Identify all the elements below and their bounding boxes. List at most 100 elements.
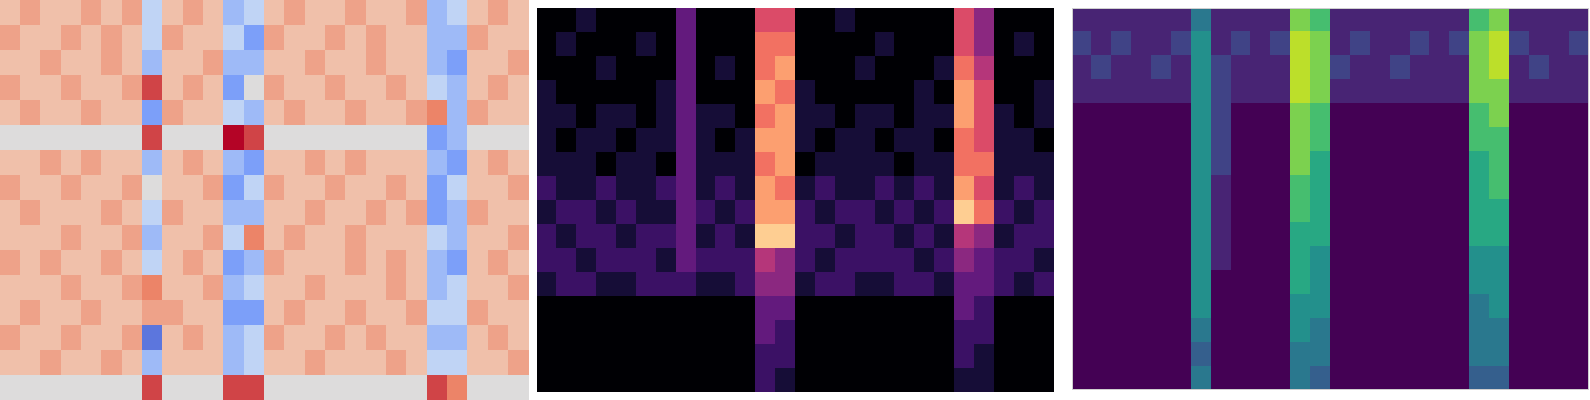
heat-cell xyxy=(1231,270,1250,294)
heat-cell xyxy=(427,325,447,350)
heat-cell xyxy=(755,320,775,344)
heat-cell xyxy=(596,224,616,248)
heat-cell xyxy=(556,128,576,152)
heat-cell xyxy=(855,272,875,296)
heat-cell xyxy=(616,56,636,80)
heat-cell xyxy=(183,125,203,150)
heat-cell xyxy=(894,344,914,368)
heat-cell xyxy=(636,344,656,368)
heat-cell xyxy=(576,344,596,368)
heat-cell xyxy=(122,350,142,375)
heat-cell xyxy=(656,32,676,56)
heat-cell xyxy=(223,0,244,25)
heat-cell xyxy=(345,150,366,175)
heat-cell xyxy=(162,125,183,150)
heat-cell xyxy=(305,225,325,250)
heat-cell xyxy=(1191,270,1211,294)
heat-cell xyxy=(366,375,386,400)
heat-cell xyxy=(954,128,974,152)
heat-cell xyxy=(162,325,183,350)
heat-cell xyxy=(81,225,101,250)
heat-cell xyxy=(676,104,696,128)
heat-cell xyxy=(1250,294,1270,318)
heat-cell xyxy=(325,175,345,200)
heat-cell xyxy=(1330,246,1350,270)
heat-cell xyxy=(696,128,715,152)
heat-cell xyxy=(406,50,427,75)
heat-cell xyxy=(1330,342,1350,366)
heat-cell xyxy=(1529,222,1549,246)
heat-cell xyxy=(183,375,203,400)
heat-cell xyxy=(1569,222,1589,246)
heat-cell xyxy=(576,224,596,248)
heat-cell xyxy=(656,128,676,152)
heat-cell xyxy=(636,224,656,248)
heat-cell xyxy=(1034,344,1054,368)
heat-cell xyxy=(914,152,934,176)
heat-cell xyxy=(0,225,20,250)
heat-cell xyxy=(1509,318,1529,342)
heat-cell xyxy=(40,75,61,100)
heat-cell xyxy=(142,175,162,200)
heat-cell xyxy=(556,152,576,176)
heat-cell xyxy=(1014,8,1034,32)
heat-cell xyxy=(815,152,835,176)
heat-cell xyxy=(755,152,775,176)
heat-cell xyxy=(1489,199,1509,222)
heat-cell xyxy=(1034,248,1054,272)
heat-cell xyxy=(1250,31,1270,55)
heat-cell xyxy=(1171,79,1191,103)
heat-cell xyxy=(775,176,795,200)
heat-cell xyxy=(1171,31,1191,55)
heat-cell xyxy=(244,0,264,25)
heat-cell xyxy=(537,368,556,392)
heat-cell xyxy=(1151,151,1171,175)
heat-cell xyxy=(656,176,676,200)
heat-cell xyxy=(1111,318,1131,342)
heat-cell xyxy=(1231,103,1250,127)
heat-cell xyxy=(142,0,162,25)
heat-cell xyxy=(1469,246,1489,270)
heat-cell xyxy=(284,350,305,375)
heat-cell xyxy=(223,375,244,400)
heat-cell xyxy=(855,80,875,104)
heat-cell xyxy=(636,128,656,152)
heat-cell xyxy=(427,250,447,275)
heat-cell xyxy=(325,275,345,300)
heat-cell xyxy=(40,25,61,50)
heat-cell xyxy=(775,152,795,176)
heat-cell xyxy=(1171,55,1191,79)
heat-cell xyxy=(775,32,795,56)
heat-cell xyxy=(264,225,284,250)
heat-cell xyxy=(284,225,305,250)
heat-cell xyxy=(1014,200,1034,224)
heat-cell xyxy=(1469,55,1489,79)
heat-cell xyxy=(875,80,894,104)
heat-cell xyxy=(284,275,305,300)
panel-frame xyxy=(1073,9,1589,390)
heat-cell xyxy=(81,175,101,200)
heat-cell xyxy=(576,56,596,80)
heat-cell xyxy=(1151,366,1171,390)
heat-cell xyxy=(122,375,142,400)
heat-cell xyxy=(1330,199,1350,222)
heat-cell xyxy=(61,325,81,350)
heat-cell xyxy=(676,296,696,320)
heat-cell xyxy=(427,100,447,125)
heat-cell xyxy=(1569,127,1589,151)
heat-cell xyxy=(508,175,529,200)
heat-cell xyxy=(815,272,835,296)
heat-cell xyxy=(576,248,596,272)
heat-cell xyxy=(325,200,345,225)
heat-cell xyxy=(1529,342,1549,366)
heat-cell xyxy=(162,75,183,100)
heat-cell xyxy=(855,128,875,152)
heat-cell xyxy=(974,224,994,248)
heat-cell xyxy=(1509,55,1529,79)
heat-cell xyxy=(264,25,284,50)
heat-cell xyxy=(447,75,467,100)
heat-cell xyxy=(1231,55,1250,79)
heat-cell xyxy=(1350,55,1370,79)
heat-cell xyxy=(616,272,636,296)
heat-cell xyxy=(1091,270,1111,294)
